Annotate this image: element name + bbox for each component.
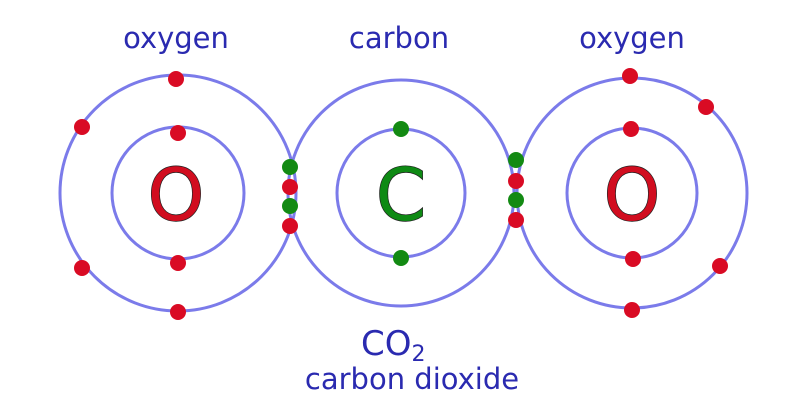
formula-main: CO bbox=[361, 324, 412, 364]
right-bond-electron-1 bbox=[508, 152, 524, 168]
right-outer-electron-lower-right bbox=[712, 258, 728, 274]
carbon-inner-electron-bottom bbox=[393, 250, 409, 266]
left-bond-electron-2 bbox=[282, 179, 298, 195]
right-bond-electron-2 bbox=[508, 173, 524, 189]
compound-formula: CO2 bbox=[361, 324, 426, 367]
right-outer-electron-top bbox=[622, 68, 638, 84]
right-inner-electron-top bbox=[623, 121, 639, 137]
left-oxygen-symbol: O bbox=[148, 153, 205, 237]
right-atom-label: oxygen bbox=[579, 21, 685, 55]
left-outer-electron-lower-left bbox=[74, 260, 90, 276]
right-oxygen-symbol: O bbox=[604, 153, 661, 237]
center-atom-label: carbon bbox=[349, 21, 449, 55]
formula-subscript: 2 bbox=[412, 342, 426, 367]
right-bond-electron-4 bbox=[508, 212, 524, 228]
right-outer-electron-bottom bbox=[624, 302, 640, 318]
left-bond-electron-1 bbox=[282, 159, 298, 175]
left-outer-electron-upper-left bbox=[74, 119, 90, 135]
center-carbon-symbol: C bbox=[376, 153, 426, 237]
right-bond-electron-3 bbox=[508, 192, 524, 208]
compound-name: carbon dioxide bbox=[305, 362, 519, 396]
carbon-inner-electron-top bbox=[393, 121, 409, 137]
right-outer-electron-upper-right bbox=[698, 99, 714, 115]
left-bond-electron-4 bbox=[282, 218, 298, 234]
left-bond-electron-3 bbox=[282, 198, 298, 214]
left-outer-electron-top bbox=[168, 71, 184, 87]
left-inner-electron-top bbox=[170, 125, 186, 141]
left-atom-label: oxygen bbox=[123, 21, 229, 55]
left-inner-electron-bottom bbox=[170, 255, 186, 271]
right-inner-electron-bottom bbox=[625, 251, 641, 267]
left-outer-electron-bottom bbox=[170, 304, 186, 320]
